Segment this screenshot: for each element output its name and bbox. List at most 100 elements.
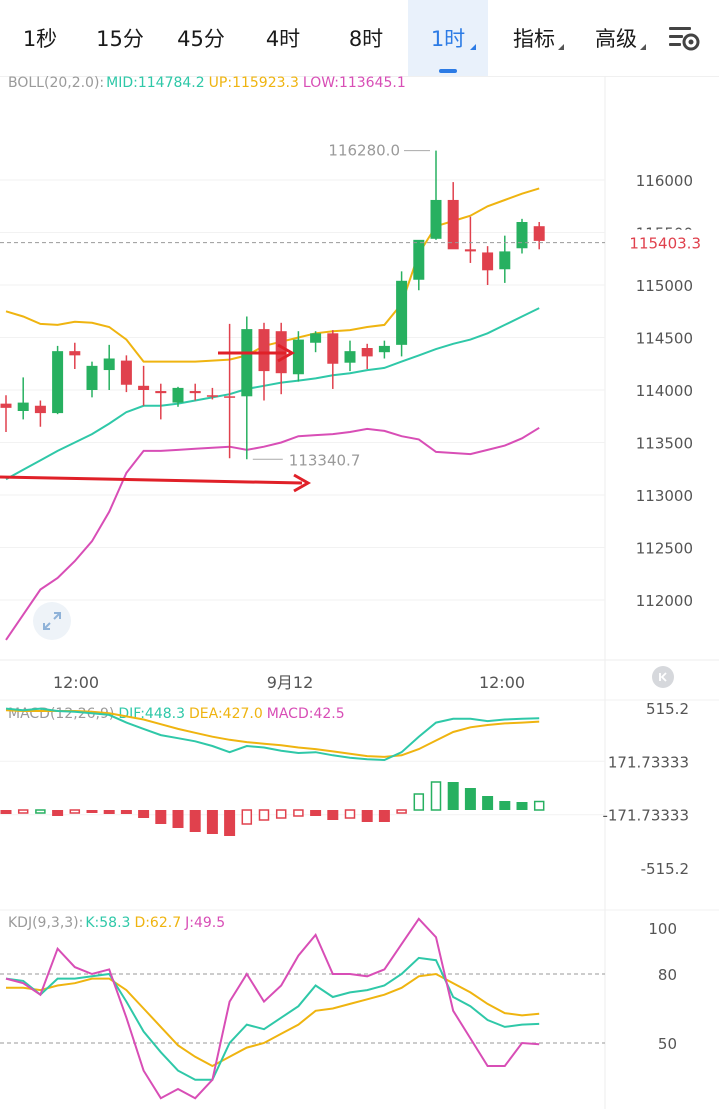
candle-body xyxy=(224,396,236,398)
y-tick-label: 113500 xyxy=(636,435,693,453)
y-tick-label: 113000 xyxy=(636,487,693,505)
y-tick-label: 80 xyxy=(658,966,677,984)
macd-histogram-bar xyxy=(499,801,511,810)
macd-histogram-bar xyxy=(69,809,81,814)
y-tick-label: 112000 xyxy=(636,592,693,610)
macd-histogram-bar xyxy=(172,810,184,828)
dropdown-triangle-icon xyxy=(640,44,646,50)
dea-value: DEA:427.0 xyxy=(189,706,263,722)
macd-histogram-bar xyxy=(258,809,270,821)
macd-value: MACD:42.5 xyxy=(266,706,345,722)
high-marker-label: 116280.0 xyxy=(328,142,400,160)
annotation-arrow-head xyxy=(293,473,312,493)
candle-body xyxy=(275,331,287,374)
annotation-arrow-head xyxy=(277,343,296,363)
kdj-legend: KDJ(9,3,3): K:58.3 D:62.7 J:49.5 xyxy=(8,915,229,931)
y-tick-label: -515.2 xyxy=(641,860,689,878)
macd-histogram-bar xyxy=(482,796,494,810)
j-line xyxy=(5,917,540,1100)
k-line xyxy=(5,956,540,1081)
tab-8h[interactable]: 8时 xyxy=(324,0,408,76)
macd-histogram-bar xyxy=(241,809,253,825)
boll-lower-line xyxy=(5,426,540,641)
y-tick-label: 115500 xyxy=(636,225,693,243)
tab-advanced[interactable]: 高级 xyxy=(576,0,656,76)
boll-legend: BOLL(20,2.0): MID:114784.2 UP:115923.3 LOW:… xyxy=(8,75,410,91)
y-tick-label: 114000 xyxy=(636,382,693,400)
tab-15m[interactable]: 15分 xyxy=(80,0,160,76)
macd-histogram-bar xyxy=(189,810,201,832)
collapse-left-icon[interactable] xyxy=(652,666,674,688)
macd-histogram-bar xyxy=(447,782,459,810)
dropdown-triangle-icon xyxy=(558,44,564,50)
candle-body xyxy=(86,365,98,390)
boll-mid-value: MID:114784.2 xyxy=(106,75,205,91)
macd-histogram-bar xyxy=(344,809,356,819)
candle-body xyxy=(396,280,408,345)
d-value: D:62.7 xyxy=(134,915,182,931)
boll-mid-line xyxy=(5,307,540,481)
candle-body xyxy=(327,333,339,364)
macd-histogram-bar xyxy=(52,810,64,816)
candle-body xyxy=(499,251,511,270)
macd-histogram-bar xyxy=(310,810,322,816)
macd-histogram-bar xyxy=(293,809,304,817)
y-tick-label: 515.2 xyxy=(646,700,689,718)
x-tick-label: 9月12 xyxy=(267,673,314,692)
tab-1s[interactable]: 1秒 xyxy=(0,0,80,76)
timeframe-tabs: 1秒 15分 45分 4时 8时 1时 指标 高级 xyxy=(0,0,719,77)
macd-histogram-bar xyxy=(516,802,528,810)
y-tick-label: 50 xyxy=(658,1035,677,1053)
candle-body xyxy=(413,239,425,280)
j-value: J:49.5 xyxy=(185,915,226,931)
d-line xyxy=(6,972,540,1068)
boll-low-value: LOW:113645.1 xyxy=(302,75,406,91)
y-tick-label: 114500 xyxy=(636,330,693,348)
candle-body xyxy=(103,358,115,371)
tab-label: 4时 xyxy=(265,27,301,51)
tab-label: 1时 xyxy=(430,27,466,51)
tab-1h[interactable]: 1时 xyxy=(408,0,488,76)
macd-histogram-bar xyxy=(533,800,545,811)
macd-histogram-bar xyxy=(361,810,373,822)
tab-label: 45分 xyxy=(177,27,225,51)
tab-45m[interactable]: 45分 xyxy=(160,0,242,76)
y-tick-label: 115000 xyxy=(636,277,693,295)
candle-body xyxy=(206,395,218,397)
fullscreen-expand-icon[interactable] xyxy=(33,602,71,640)
macd-histogram-bar xyxy=(86,810,98,813)
tab-label: 高级 xyxy=(595,27,637,51)
annotation-arrow xyxy=(0,475,303,485)
macd-histogram-bar xyxy=(155,810,167,824)
boll-upper-line xyxy=(5,187,540,363)
tab-4h[interactable]: 4时 xyxy=(242,0,324,76)
candle-body xyxy=(310,333,322,343)
dif-value: DIF:448.3 xyxy=(118,706,185,722)
candle-body xyxy=(0,403,12,408)
tab-indicators[interactable]: 指标 xyxy=(494,0,574,76)
active-tab-indicator xyxy=(439,69,457,73)
macd-histogram-bar xyxy=(275,809,287,819)
y-tick-label: 112500 xyxy=(636,540,693,558)
macd-legend: MACD(12,26,9) DIF:448.3 DEA:427.0 MACD:42.5 xyxy=(8,706,349,722)
y-tick-label: 116000 xyxy=(636,172,693,190)
x-tick-label: 12:00 xyxy=(53,673,99,692)
kdj-legend-prefix: KDJ(9,3,3): xyxy=(8,915,84,931)
candle-body xyxy=(344,351,356,363)
macd-histogram-bar xyxy=(138,810,150,818)
tab-label: 8时 xyxy=(348,27,384,51)
tab-label: 指标 xyxy=(513,27,555,51)
k-value: K:58.3 xyxy=(85,915,131,931)
candle-body xyxy=(292,339,304,375)
candle-body xyxy=(482,252,494,271)
candle-body xyxy=(155,391,167,394)
macd-histogram-bar xyxy=(464,788,476,810)
boll-legend-prefix: BOLL(20,2.0): xyxy=(8,75,105,91)
y-tick-label: -171.73333 xyxy=(602,807,689,825)
chart-settings-icon[interactable] xyxy=(668,24,700,52)
candle-body xyxy=(361,348,373,357)
macd-histogram-bar xyxy=(396,809,407,814)
candle-body xyxy=(241,329,253,397)
candle-body xyxy=(189,391,201,394)
